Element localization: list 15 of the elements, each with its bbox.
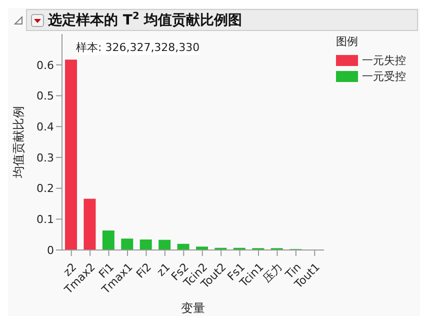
x-tick-label: Fi2 — [134, 260, 154, 281]
y-axis-title: 均值贡献比例 — [11, 106, 26, 179]
legend-label: 一元受控 — [362, 69, 406, 84]
legend-title: 图例 — [336, 34, 359, 49]
y-tick-label: 0.3 — [36, 151, 54, 164]
y-tick-label: 0.2 — [36, 182, 54, 196]
y-tick-label: 0.6 — [36, 58, 54, 72]
y-tick-label: 0.4 — [36, 120, 54, 134]
y-tick-label: 0.1 — [36, 213, 54, 226]
x-axis-title: 变量 — [181, 301, 205, 315]
y-tick-label: 0.5 — [36, 90, 54, 103]
chart-title: 选定样本的 T$^{2}$ 均值贡献比例图 — [48, 10, 242, 28]
annotation: 样本: 326,327,328,330 — [76, 40, 200, 55]
legend-label: 一元失控 — [362, 53, 406, 68]
y-tick-label: 0 — [47, 244, 54, 257]
